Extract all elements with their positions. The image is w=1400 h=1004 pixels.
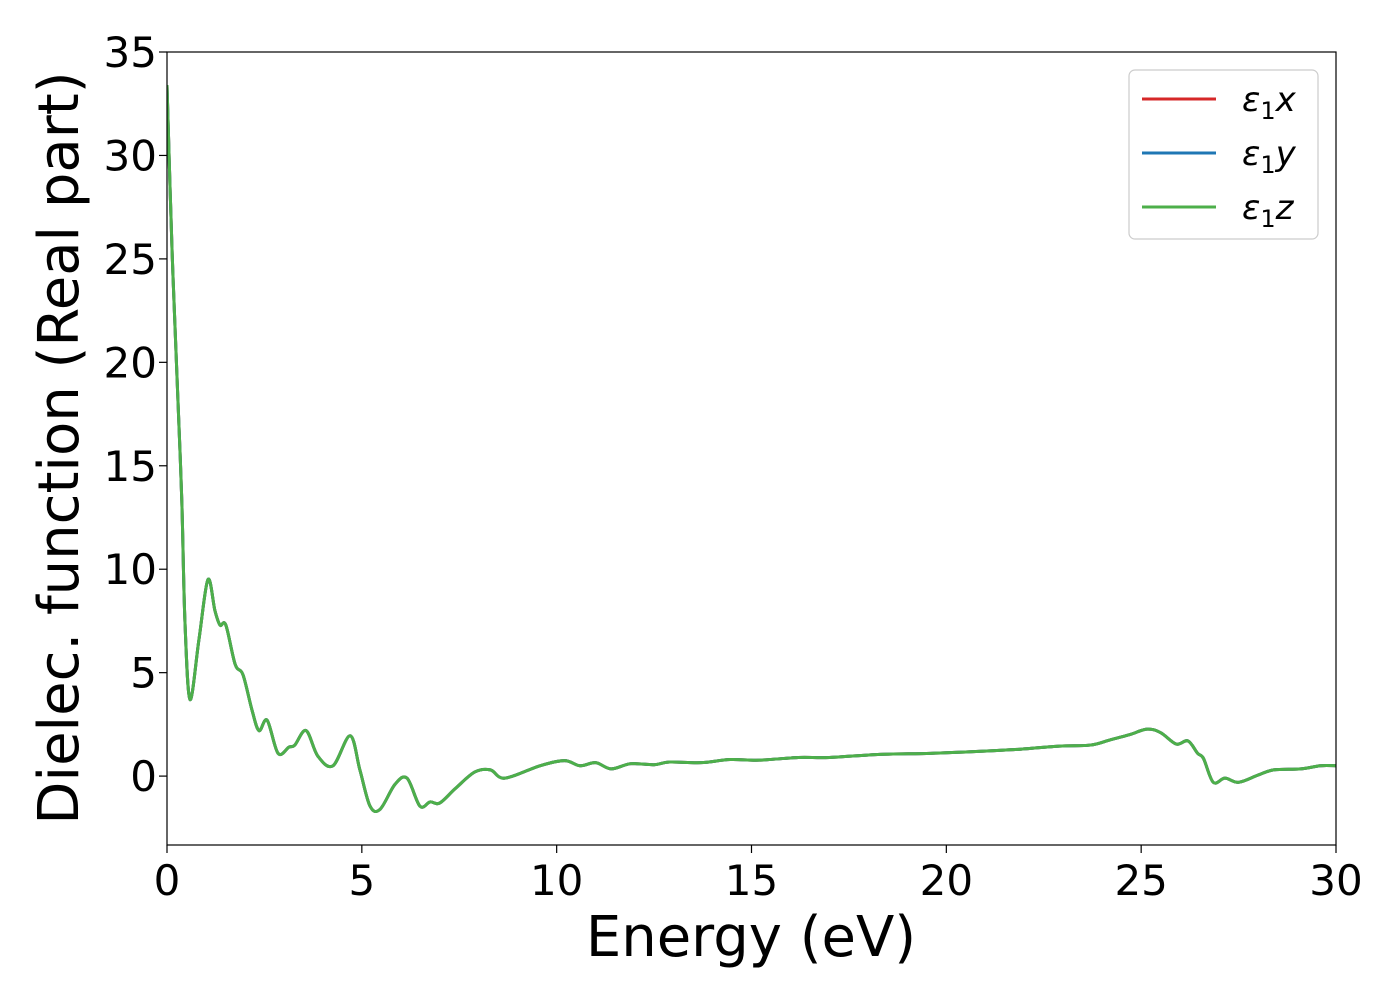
x-tick-label: 25 xyxy=(1114,856,1167,905)
y-axis-label: Dielec. function (Real part) xyxy=(27,71,92,824)
y-tick-label: 30 xyxy=(104,131,157,180)
legend-label: ε1z xyxy=(1242,188,1295,233)
x-axis-ticks: 0 5 10 15 20 25 30 xyxy=(154,845,1363,905)
legend-frame xyxy=(1128,69,1319,240)
x-tick-label: 20 xyxy=(920,856,973,905)
y-tick-label: 15 xyxy=(104,442,157,491)
x-tick-label: 15 xyxy=(725,856,778,905)
x-tick-label: 0 xyxy=(154,856,181,905)
y-tick-label: 5 xyxy=(130,649,157,698)
y-tick-label: 35 xyxy=(104,28,157,77)
x-axis-label: Energy (eV) xyxy=(586,905,916,970)
series-line-3 xyxy=(167,85,1336,814)
x-tick-label: 5 xyxy=(348,856,375,905)
y-tick-label: 0 xyxy=(130,752,157,801)
x-tick-label: 10 xyxy=(530,856,583,905)
y-tick-label: 25 xyxy=(104,235,157,284)
series-lines xyxy=(167,85,1336,814)
legend: ε1x ε1y ε1z xyxy=(1128,69,1319,240)
y-tick-label: 10 xyxy=(104,545,157,594)
x-tick-label: 30 xyxy=(1309,856,1362,905)
legend-label: ε1x xyxy=(1242,80,1297,125)
legend-label: ε1y xyxy=(1242,134,1297,179)
y-axis-ticks: 0 5 10 15 20 25 30 35 xyxy=(104,28,167,801)
y-tick-label: 20 xyxy=(104,338,157,387)
